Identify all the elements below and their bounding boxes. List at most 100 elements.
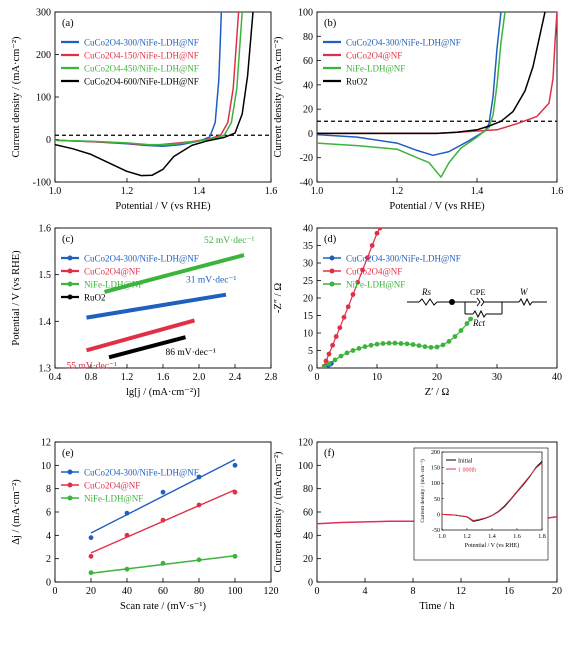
legend: CuCo2O4-300/NiFe-LDH@NF CuCo2O4@NF NiFe-LD… (61, 468, 199, 504)
y-tick-label: 10 (303, 329, 313, 340)
legend-entry-2: NiFe-LDH@NF (346, 64, 405, 74)
slope-label: 52 mV·dec⁻¹ (204, 236, 254, 246)
data-point (355, 279, 361, 285)
x-tick-label: 2.0 (193, 372, 206, 383)
data-point (338, 353, 344, 359)
legend-entry-0: CuCo2O4-300/NiFe-LDH@NF (84, 254, 199, 264)
plot-area (55, 12, 254, 177)
x-tick-label: 2.4 (229, 372, 242, 383)
data-point (464, 321, 470, 326)
panel-label: (f) (324, 448, 335, 459)
y-tick-label: 1.4 (39, 317, 52, 328)
panel-label: (a) (62, 18, 74, 29)
x-axis-label: Z′ / Ω (425, 387, 450, 398)
data-point (380, 341, 386, 346)
y-axis-label: -Z″ / Ω (273, 283, 284, 313)
inset-legend-entry: Initial (458, 459, 473, 465)
x-axis-label: lg[j / (mA·cm⁻²)] (126, 387, 200, 398)
data-point (160, 517, 166, 523)
circuit-cpe-label: CPE (470, 287, 486, 297)
data-point (365, 255, 370, 261)
data-point (360, 267, 365, 273)
legend-entry-2: CuCo2O4-450/NiFe-LDH@NF (84, 64, 199, 74)
x-tick-label: 2.8 (265, 372, 278, 383)
x-tick-label: 20 (86, 586, 96, 597)
x-tick-label: 60 (158, 586, 168, 597)
panel-label: (d) (324, 234, 337, 245)
data-point (124, 510, 130, 516)
y-axis-label: Current density / (mA·cm⁻²) (273, 36, 284, 157)
y-tick-label: 0 (46, 135, 51, 146)
data-point (350, 292, 356, 297)
data-point (458, 328, 464, 333)
y-tick-label: 20 (303, 105, 313, 116)
y-tick-label: 40 (303, 531, 313, 542)
data-point (374, 230, 380, 236)
y-tick-label: 80 (303, 484, 313, 495)
y-axis-label: Potential / V (vs RHE) (11, 250, 22, 346)
data-point (88, 553, 94, 559)
data-point (232, 462, 238, 468)
y-tick-label: 0 (46, 578, 51, 589)
x-tick-label: 1.6 (265, 186, 278, 197)
x-tick-label: 1.2 (391, 186, 404, 197)
inset-x-label: Potential / V (vs RHE) (465, 542, 519, 549)
legend-entry-1: CuCo2O4@NF (84, 267, 140, 277)
data-point (337, 325, 343, 331)
data-point (160, 489, 166, 495)
x-tick-label: 20 (552, 586, 562, 597)
y-tick-label: 20 (303, 554, 313, 565)
legend-marker (329, 268, 335, 274)
legend-marker (329, 281, 335, 287)
inset-y-tick-label: 100 (431, 481, 440, 487)
slope-label: 31 mV·dec⁻¹ (186, 276, 236, 286)
x-tick-label: 0 (315, 586, 320, 597)
x-tick-label: 1.4 (193, 186, 206, 197)
series-line-3 (55, 12, 254, 177)
legend: CuCo2O4-300/NiFe-LDH@NF CuCo2O4@NF NiFe-LD… (323, 254, 461, 290)
plot-area (85, 253, 245, 360)
data-point (446, 339, 452, 344)
series-line-3 (108, 335, 187, 360)
inset-y-tick-label: 50 (434, 497, 440, 503)
y-tick-label: 35 (303, 241, 313, 252)
x-tick-label: 80 (194, 586, 204, 597)
data-point (452, 334, 458, 339)
data-point (350, 348, 356, 353)
fit-line-0 (90, 458, 236, 534)
legend-marker (67, 294, 73, 300)
y-tick-label: -40 (300, 178, 313, 189)
series-line-0 (86, 292, 227, 320)
inset-y-tick-label: 200 (431, 450, 440, 456)
x-tick-label: 0.8 (85, 372, 98, 383)
plot-area (317, 12, 557, 178)
data-point (434, 344, 440, 350)
y-tick-label: 1.6 (39, 224, 52, 235)
legend-marker (67, 255, 73, 261)
panel-1: 1.0 1.2 1.4 1.6 -40 -20 0 20 40 60 80 100 Potential … (273, 8, 563, 213)
data-point (232, 489, 238, 495)
data-point (196, 474, 202, 480)
y-tick-label: 0 (308, 129, 313, 140)
inset-x-tick-label: 1.4 (488, 534, 496, 540)
legend-entry-2: NiFe-LDH@NF (84, 280, 143, 290)
y-tick-label: 20 (303, 294, 313, 305)
data-point (386, 340, 392, 346)
legend-entry-3: CuCo2O4-600/NiFe-LDH@NF (84, 77, 199, 87)
data-point (377, 228, 383, 231)
y-tick-label: 10 (41, 461, 51, 472)
data-point (404, 341, 410, 347)
y-tick-label: -20 (300, 153, 313, 164)
legend-entry-2: NiFe-LDH@NF (346, 280, 405, 290)
y-axis-label: Δj / (mA·cm⁻²) (11, 479, 22, 545)
x-tick-label: 16 (504, 586, 514, 597)
x-tick-label: 8 (411, 586, 416, 597)
inset-y-tick-label: -50 (432, 528, 440, 534)
series-line-1 (85, 318, 196, 353)
data-point (88, 570, 94, 576)
inset-x-tick-label: 1.8 (538, 534, 546, 540)
panel-0: 1.0 1.2 1.4 1.6 -100 0 100 200 300 Potential / V … (11, 8, 277, 213)
y-tick-label: 0 (308, 364, 313, 375)
